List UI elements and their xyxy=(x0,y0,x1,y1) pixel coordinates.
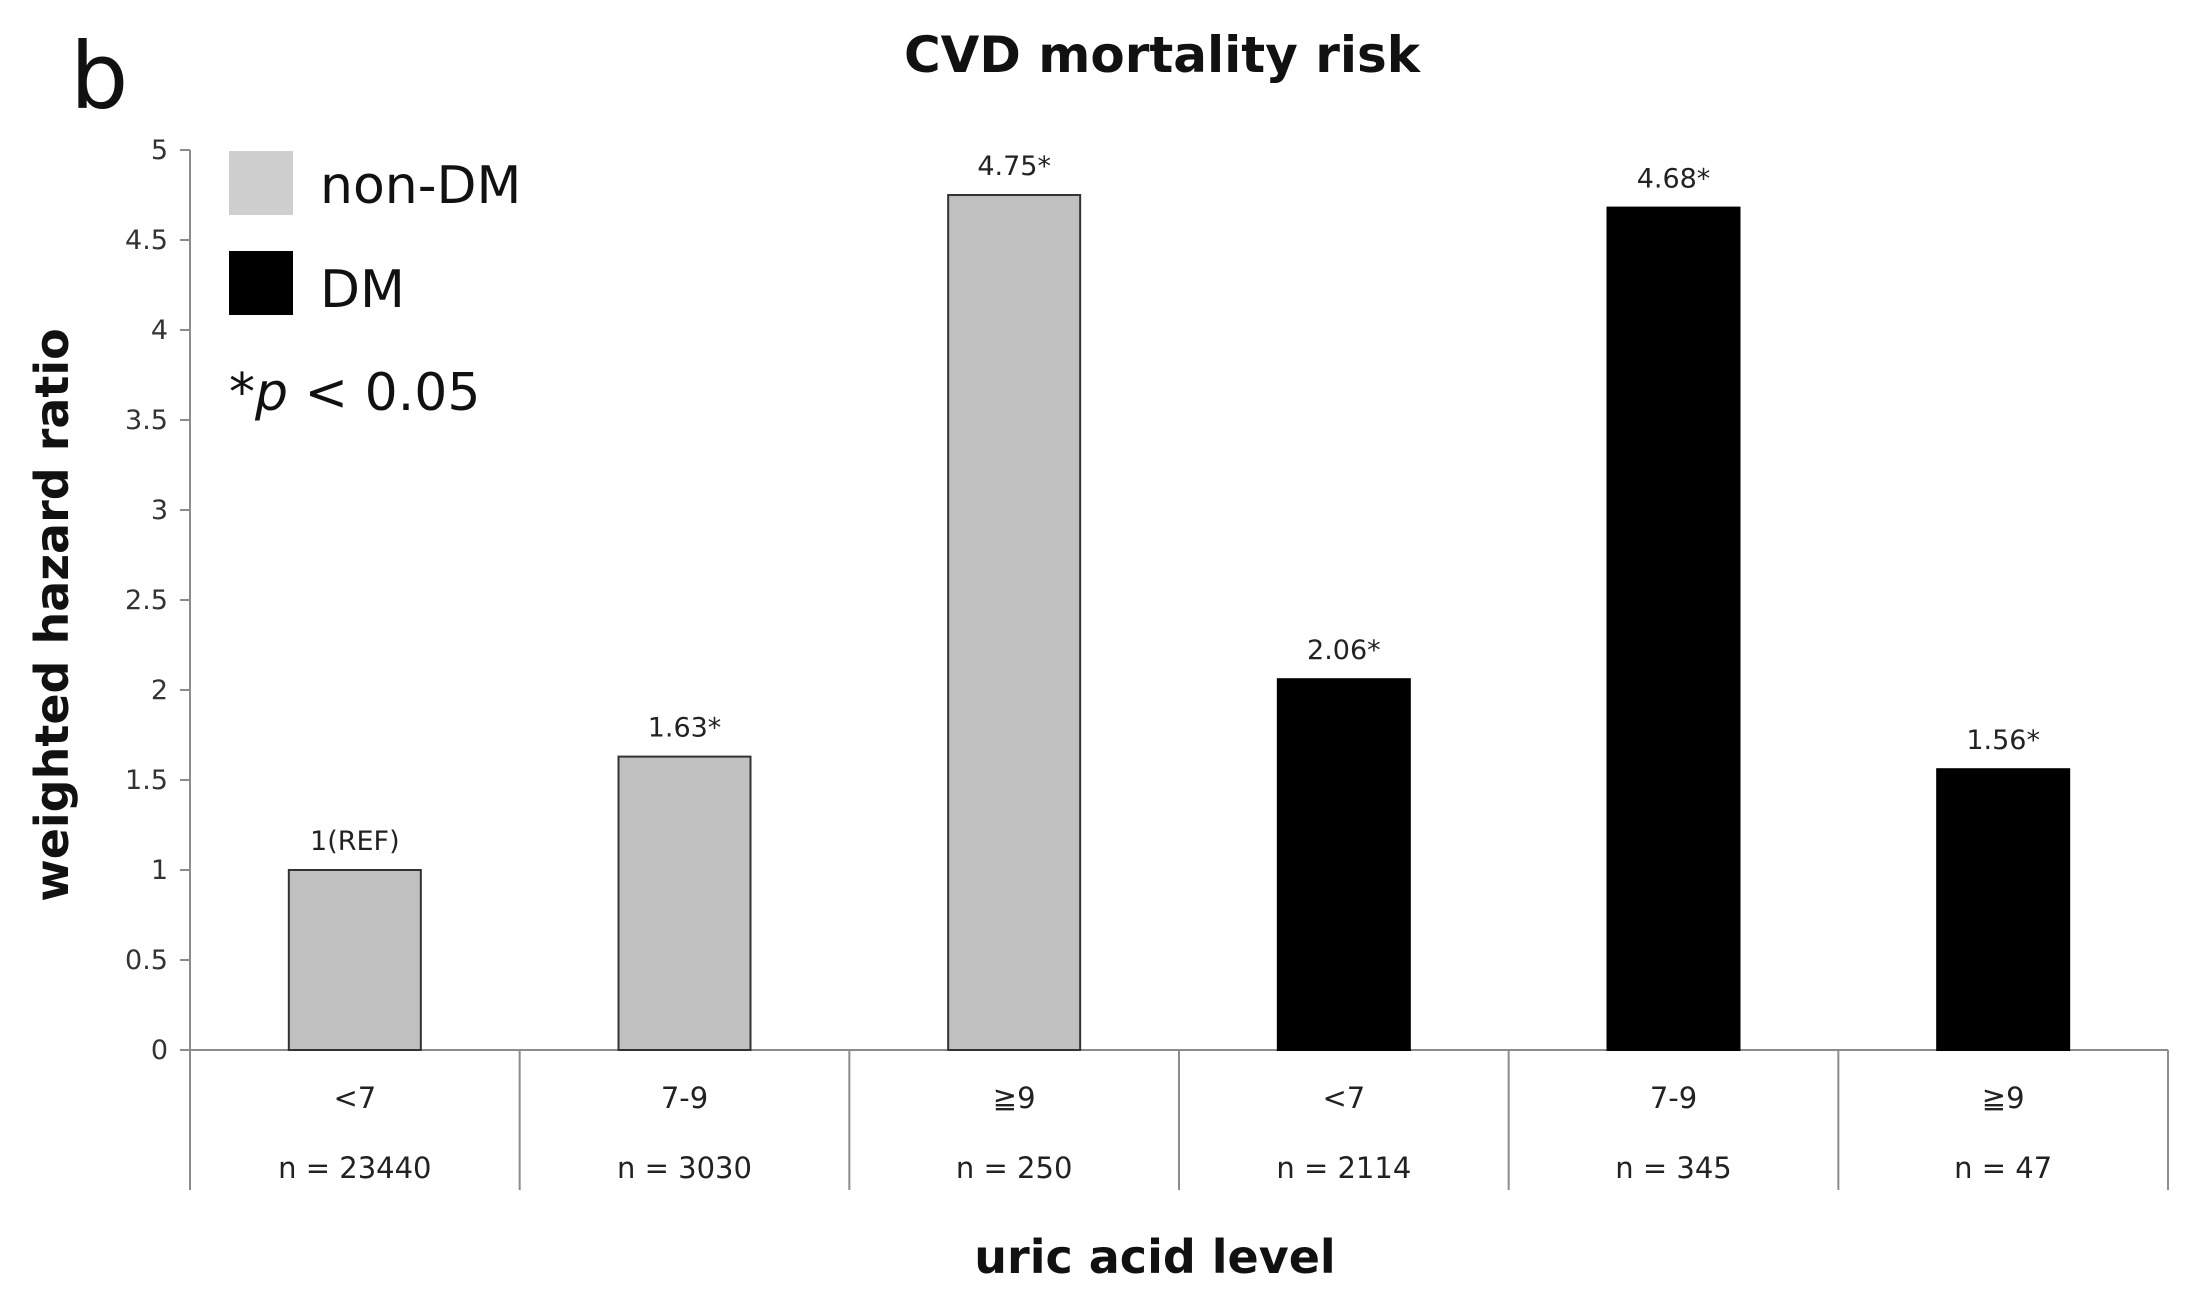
sample-size-label: n = 47 xyxy=(1954,1151,2052,1185)
category-label: ≧9 xyxy=(1982,1081,2025,1115)
y-axis-label: weighted hazard ratio xyxy=(25,328,79,902)
sample-size-label: n = 250 xyxy=(956,1151,1072,1185)
y-tick-label: 3 xyxy=(151,495,168,526)
y-tick-label: 1.5 xyxy=(125,765,168,796)
panel-letter: b xyxy=(70,23,128,130)
data-label: 1.63* xyxy=(648,713,722,744)
significance-note: *p < 0.05 xyxy=(229,363,480,423)
data-label: 4.68* xyxy=(1637,164,1711,195)
data-label: 1.56* xyxy=(1966,725,2040,756)
significance-p: p xyxy=(254,363,288,423)
y-tick-label: 0.5 xyxy=(125,945,168,976)
significance-threshold: < 0.05 xyxy=(288,363,480,423)
y-tick-label: 1 xyxy=(151,855,168,886)
category-label: <7 xyxy=(1322,1081,1365,1115)
sample-size-label: n = 345 xyxy=(1615,1151,1731,1185)
sample-size-label: n = 3030 xyxy=(617,1151,752,1185)
legend-swatch-non-dm xyxy=(229,151,293,215)
category-label: <7 xyxy=(333,1081,376,1115)
legend-swatch-dm xyxy=(229,251,293,315)
category-label: 7-9 xyxy=(661,1081,708,1115)
legend-label-non-dm: non-DM xyxy=(320,156,521,216)
data-label: 4.75* xyxy=(977,151,1051,182)
significance-star: * xyxy=(229,363,255,423)
category-label: 7-9 xyxy=(1650,1081,1697,1115)
data-label: 2.06* xyxy=(1307,635,1381,666)
y-tick-label: 0 xyxy=(151,1035,168,1066)
y-tick-label: 2 xyxy=(151,675,168,706)
bar-dm-3 xyxy=(1276,678,1411,1051)
x-categories: <7 n = 23440 7-9 n = 3030 ≧9 n = 250 <7 n = 211… xyxy=(189,1050,2169,1190)
y-tick-label: 2.5 xyxy=(125,585,168,616)
y-tick-label: 3.5 xyxy=(125,405,168,436)
axes xyxy=(189,150,2168,1190)
bar-non-dm-0 xyxy=(287,869,422,1051)
bar-dm-4 xyxy=(1606,206,1741,1052)
y-tick-label: 4 xyxy=(151,315,168,346)
chart-title: CVD mortality risk xyxy=(904,26,1422,84)
y-tick-label: 4.5 xyxy=(125,225,168,256)
legend: non-DM DM xyxy=(229,151,521,320)
bar-dm-5 xyxy=(1936,768,2071,1051)
bar-non-dm-1 xyxy=(617,755,752,1051)
y-ticks: 0 0.5 1 1.5 2 2.5 3 3.5 4 4.5 5 xyxy=(125,135,190,1066)
data-labels: 1(REF) 1.63* 4.75* 2.06* 4.68* 1.56* xyxy=(310,151,2040,857)
data-label: 1(REF) xyxy=(310,826,400,857)
sample-size-label: n = 2114 xyxy=(1276,1151,1411,1185)
y-tick-label: 5 xyxy=(151,135,168,166)
x-axis-label: uric acid level xyxy=(974,1230,1335,1284)
sample-size-label: n = 23440 xyxy=(278,1151,431,1185)
category-label: ≧9 xyxy=(993,1081,1036,1115)
bar-non-dm-2 xyxy=(947,194,1082,1051)
legend-label-dm: DM xyxy=(320,260,405,320)
bars xyxy=(287,194,2071,1052)
